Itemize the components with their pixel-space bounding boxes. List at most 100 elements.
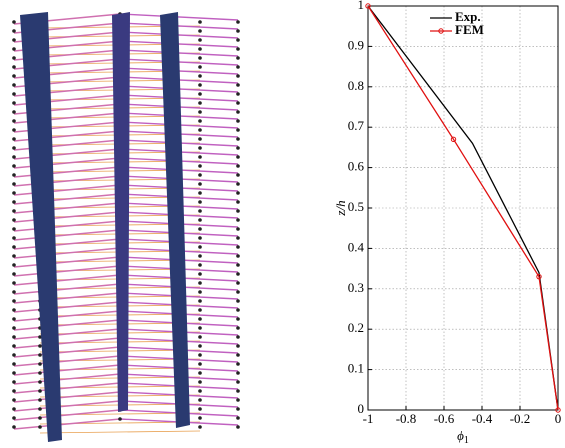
node xyxy=(236,119,240,123)
floor-beam xyxy=(119,40,239,48)
node xyxy=(236,335,240,339)
y-tick-label: 0.3 xyxy=(348,280,364,295)
node xyxy=(198,47,202,51)
node xyxy=(38,335,42,339)
floor-beam xyxy=(13,256,121,268)
floor-beam xyxy=(119,22,239,30)
node xyxy=(12,353,16,357)
structure-model xyxy=(12,12,240,442)
x-tick-label: -0.8 xyxy=(396,411,417,426)
node xyxy=(236,182,240,186)
node xyxy=(38,407,42,411)
x-tick-label: -0.6 xyxy=(434,411,455,426)
node xyxy=(12,290,16,294)
node xyxy=(236,290,240,294)
floor-beam xyxy=(13,346,121,358)
node xyxy=(198,290,202,294)
node xyxy=(198,425,202,429)
legend-marker xyxy=(438,28,444,34)
node xyxy=(12,29,16,33)
legend-label: Exp. xyxy=(455,9,481,24)
node xyxy=(38,353,42,357)
node xyxy=(198,20,202,24)
node xyxy=(236,128,240,132)
node xyxy=(236,101,240,105)
node xyxy=(12,101,16,105)
y-tick-label: 0 xyxy=(358,401,365,416)
node xyxy=(38,380,42,384)
node xyxy=(236,398,240,402)
node xyxy=(198,29,202,33)
node xyxy=(198,137,202,141)
floor-beam xyxy=(119,13,239,21)
y-tick-label: 0.8 xyxy=(348,78,364,93)
node xyxy=(12,398,16,402)
y-tick-label: 0.9 xyxy=(348,37,364,52)
node xyxy=(198,83,202,87)
data-point xyxy=(365,3,371,9)
data-line xyxy=(367,5,559,411)
floor-beam xyxy=(13,166,121,178)
node xyxy=(198,110,202,114)
plot-frame xyxy=(367,5,559,411)
floor-beam xyxy=(13,301,121,313)
node xyxy=(12,191,16,195)
node xyxy=(198,371,202,375)
node xyxy=(198,281,202,285)
node xyxy=(12,416,16,420)
node xyxy=(12,227,16,231)
node xyxy=(236,380,240,384)
node xyxy=(12,38,16,42)
data-point xyxy=(536,273,542,280)
node xyxy=(236,173,240,177)
node xyxy=(236,83,240,87)
y-tick-label: 0.1 xyxy=(348,361,364,376)
node xyxy=(198,398,202,402)
node xyxy=(198,38,202,42)
floor-beam xyxy=(13,409,121,421)
node xyxy=(236,47,240,51)
floor-beam xyxy=(13,373,121,385)
node xyxy=(12,110,16,114)
node xyxy=(198,362,202,366)
node xyxy=(236,263,240,267)
node xyxy=(236,20,240,24)
node xyxy=(198,344,202,348)
node xyxy=(236,371,240,375)
node xyxy=(12,407,16,411)
x-axis-label-sub: 1 xyxy=(464,435,469,446)
node xyxy=(236,308,240,312)
node xyxy=(12,371,16,375)
core-wall xyxy=(112,12,130,412)
legend-label: FEM xyxy=(455,22,484,37)
floor-beam xyxy=(13,274,121,286)
node xyxy=(236,56,240,60)
floor-beam xyxy=(39,430,201,434)
node xyxy=(236,110,240,114)
node xyxy=(12,425,16,429)
node xyxy=(236,389,240,393)
node xyxy=(236,227,240,231)
node xyxy=(236,344,240,348)
node xyxy=(198,353,202,357)
node xyxy=(198,164,202,168)
node xyxy=(38,371,42,375)
node xyxy=(12,362,16,366)
node xyxy=(38,344,42,348)
node xyxy=(12,83,16,87)
node xyxy=(198,254,202,258)
node xyxy=(12,263,16,267)
node xyxy=(12,344,16,348)
node xyxy=(236,218,240,222)
data-point xyxy=(450,136,457,143)
node xyxy=(236,353,240,357)
node xyxy=(12,173,16,177)
node xyxy=(118,417,122,421)
floor-beam xyxy=(13,193,121,205)
chart: 0 0.1 0.2 0.3 0.4 0.5 0.6 0.7 0.8 0.9 1 -1 -0.8 -0.6 -… xyxy=(333,0,561,446)
node xyxy=(198,200,202,204)
floor-beam xyxy=(13,247,121,259)
node xyxy=(12,56,16,60)
floor-beam xyxy=(13,319,121,331)
node xyxy=(12,155,16,159)
